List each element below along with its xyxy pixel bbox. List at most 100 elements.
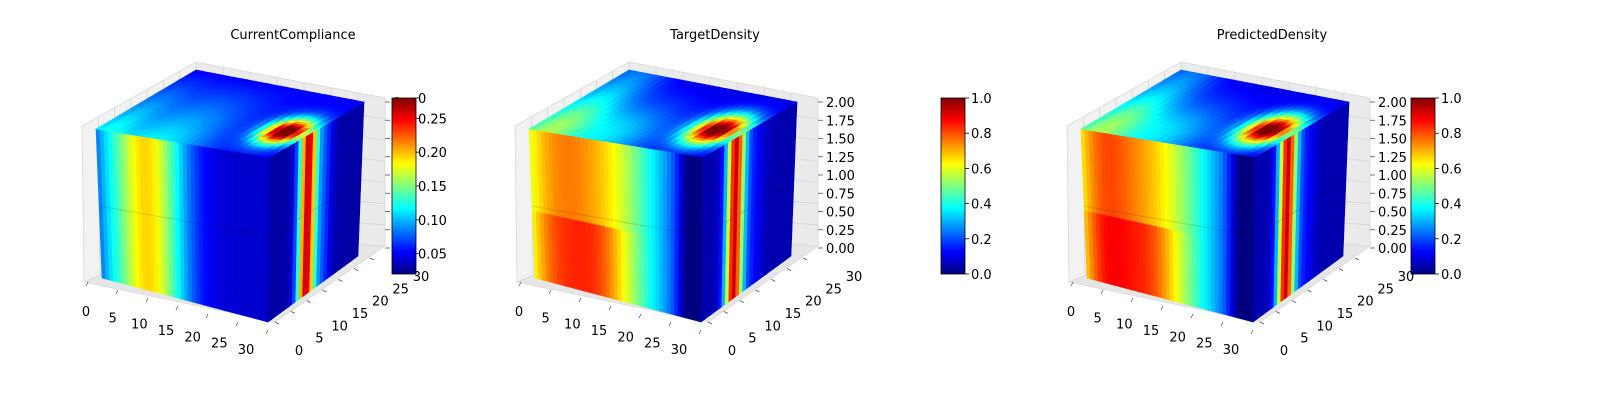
voxel-cell (116, 266, 121, 276)
voxel-cell (606, 281, 611, 291)
voxel-cell (572, 166, 578, 176)
voxel-cell (202, 169, 208, 180)
voxel-cell (179, 204, 185, 215)
voxel-cell (107, 242, 113, 252)
voxel-cell (1191, 226, 1197, 236)
voxel-cell (182, 158, 188, 168)
voxel-cell (1142, 277, 1148, 287)
voxel-cell (1177, 285, 1182, 296)
voxel-cell (1179, 160, 1185, 170)
voxel-cell (261, 196, 266, 207)
voxel-cell (674, 298, 679, 309)
voxel-cell (99, 225, 105, 235)
voxel-cell (1114, 202, 1120, 212)
voxel-cell (137, 218, 143, 229)
voxel-cell (1168, 174, 1173, 184)
voxel-cell (230, 247, 235, 257)
voxel-cell (594, 262, 600, 273)
voxel-cell (578, 228, 584, 238)
voxel-cell (147, 159, 153, 170)
voxel-cell (628, 263, 634, 273)
voxel-cell (530, 180, 536, 190)
voxel-cell (1188, 296, 1193, 307)
voxel-cell (539, 219, 545, 229)
voxel-cell (131, 157, 137, 167)
voxel-cell (187, 261, 193, 271)
voxel-cell (169, 280, 174, 290)
voxel-cell (104, 248, 110, 258)
voxel-cell (245, 152, 251, 163)
voxel-cell (534, 174, 540, 184)
voxel-cell (1199, 187, 1204, 198)
voxel-cell (1164, 189, 1170, 199)
voxel-cell (548, 236, 553, 246)
voxel-cell (1199, 203, 1204, 214)
voxel-cell (143, 136, 148, 146)
voxel-cell (132, 187, 138, 197)
voxel-cell (1168, 189, 1173, 200)
voxel-cell (127, 269, 133, 279)
voxel-cell (237, 248, 243, 259)
voxel-cell (1157, 242, 1163, 252)
colorbar-tick-label: 0.8 (971, 127, 992, 142)
front-face (528, 128, 704, 323)
voxel-cell (620, 182, 625, 192)
voxel-cell (532, 232, 538, 243)
voxel-cell (133, 225, 139, 235)
voxel-cell (1161, 274, 1167, 284)
voxel-cell (263, 304, 269, 315)
voxel-cell (1117, 180, 1123, 190)
voxel-cell (202, 225, 208, 235)
voxel-cell (162, 139, 168, 149)
voxel-cell (257, 187, 263, 198)
voxel-cell (157, 246, 162, 256)
voxel-cell (184, 260, 189, 270)
voxel-cell (571, 257, 577, 267)
voxel-cell (590, 277, 596, 287)
voxel-cell (586, 245, 592, 255)
voxel-cell (1149, 240, 1155, 250)
voxel-cell (214, 267, 220, 278)
voxel-cell (230, 150, 235, 160)
voxel-cell (206, 226, 212, 236)
voxel-cell (547, 206, 552, 216)
voxel-cell (108, 272, 114, 282)
voxel-cell (632, 264, 637, 274)
voxel-cell (603, 148, 609, 158)
voxel-cell (693, 270, 699, 281)
voxel-cell (123, 268, 129, 278)
voxel-cell (195, 223, 200, 234)
voxel-cell (109, 183, 115, 193)
voxel-cell (682, 161, 688, 172)
voxel-cell (693, 295, 698, 305)
voxel-cell (631, 161, 637, 171)
voxel-cell (590, 261, 596, 272)
voxel-cell (530, 173, 536, 183)
voxel-cell (253, 244, 258, 254)
voxel-cell (1167, 166, 1173, 176)
voxel-cell (693, 237, 699, 248)
voxel-cell (647, 275, 653, 286)
y-tick-label: 0 (295, 344, 303, 359)
voxel-cell (545, 161, 551, 171)
voxel-cell (1107, 238, 1113, 248)
voxel-cell (682, 194, 688, 204)
voxel-cell (1176, 270, 1182, 280)
voxel-cell (1089, 167, 1095, 177)
voxel-cell (1172, 245, 1178, 256)
voxel-cell (632, 271, 638, 282)
voxel-cell (113, 176, 118, 186)
voxel-cell (1164, 228, 1170, 238)
voxel-cell (237, 289, 242, 300)
voxel-cell (245, 226, 250, 236)
voxel-cell (670, 232, 676, 243)
voxel-cell (190, 175, 196, 185)
voxel-cell (537, 159, 543, 169)
voxel-cell (121, 192, 127, 203)
voxel-cell (1176, 207, 1181, 217)
voxel-cell (1131, 258, 1136, 269)
voxel-cell (682, 186, 688, 196)
voxel-cell (612, 165, 617, 175)
voxel-cell (202, 201, 208, 211)
voxel-cell (145, 251, 151, 261)
